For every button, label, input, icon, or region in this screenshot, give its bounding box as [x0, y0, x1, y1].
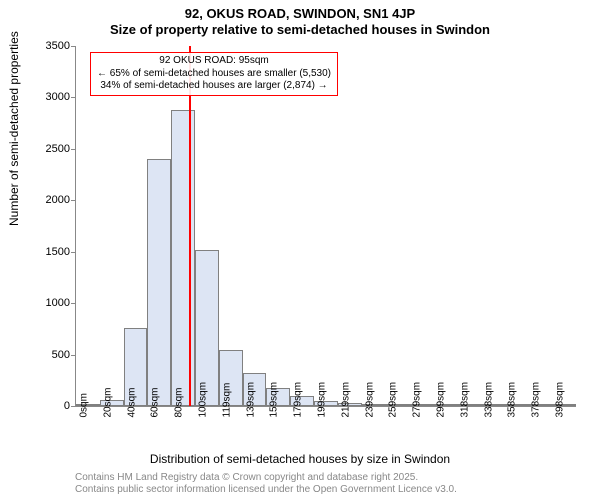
chart-container: 92, OKUS ROAD, SWINDON, SN1 4JP Size of … [0, 0, 600, 500]
plot-area [75, 46, 576, 407]
reference-line [189, 46, 191, 406]
y-tick-label: 3500 [46, 40, 70, 52]
y-tick-label: 2000 [46, 194, 70, 206]
y-tick-mark [71, 200, 75, 201]
histogram-bar [147, 159, 171, 406]
y-tick-label: 2500 [46, 143, 70, 155]
y-tick-mark [71, 355, 75, 356]
chart-title-address: 92, OKUS ROAD, SWINDON, SN1 4JP [0, 6, 600, 21]
annotation-line3: 34% of semi-detached houses are larger (… [97, 80, 331, 93]
footer-copyright-1: Contains HM Land Registry data © Crown c… [75, 472, 418, 483]
y-tick-label: 500 [52, 349, 70, 361]
x-axis-label: Distribution of semi-detached houses by … [0, 452, 600, 466]
y-tick-mark [71, 303, 75, 304]
footer-copyright-2: Contains public sector information licen… [75, 484, 457, 495]
chart-title-description: Size of property relative to semi-detach… [0, 22, 600, 37]
y-tick-mark [71, 406, 75, 407]
y-tick-label: 0 [64, 400, 70, 412]
y-tick-label: 3000 [46, 91, 70, 103]
annotation-box: 92 OKUS ROAD: 95sqm ← 65% of semi-detach… [90, 52, 338, 96]
y-tick-mark [71, 46, 75, 47]
annotation-line1: 92 OKUS ROAD: 95sqm [97, 55, 331, 68]
y-tick-label: 1500 [46, 246, 70, 258]
histogram-bar [171, 110, 195, 406]
y-axis-label: Number of semi-detached properties [7, 31, 21, 226]
y-tick-mark [71, 252, 75, 253]
y-tick-label: 1000 [46, 297, 70, 309]
y-tick-mark [71, 149, 75, 150]
y-tick-mark [71, 97, 75, 98]
annotation-line2: ← 65% of semi-detached houses are smalle… [97, 68, 331, 81]
